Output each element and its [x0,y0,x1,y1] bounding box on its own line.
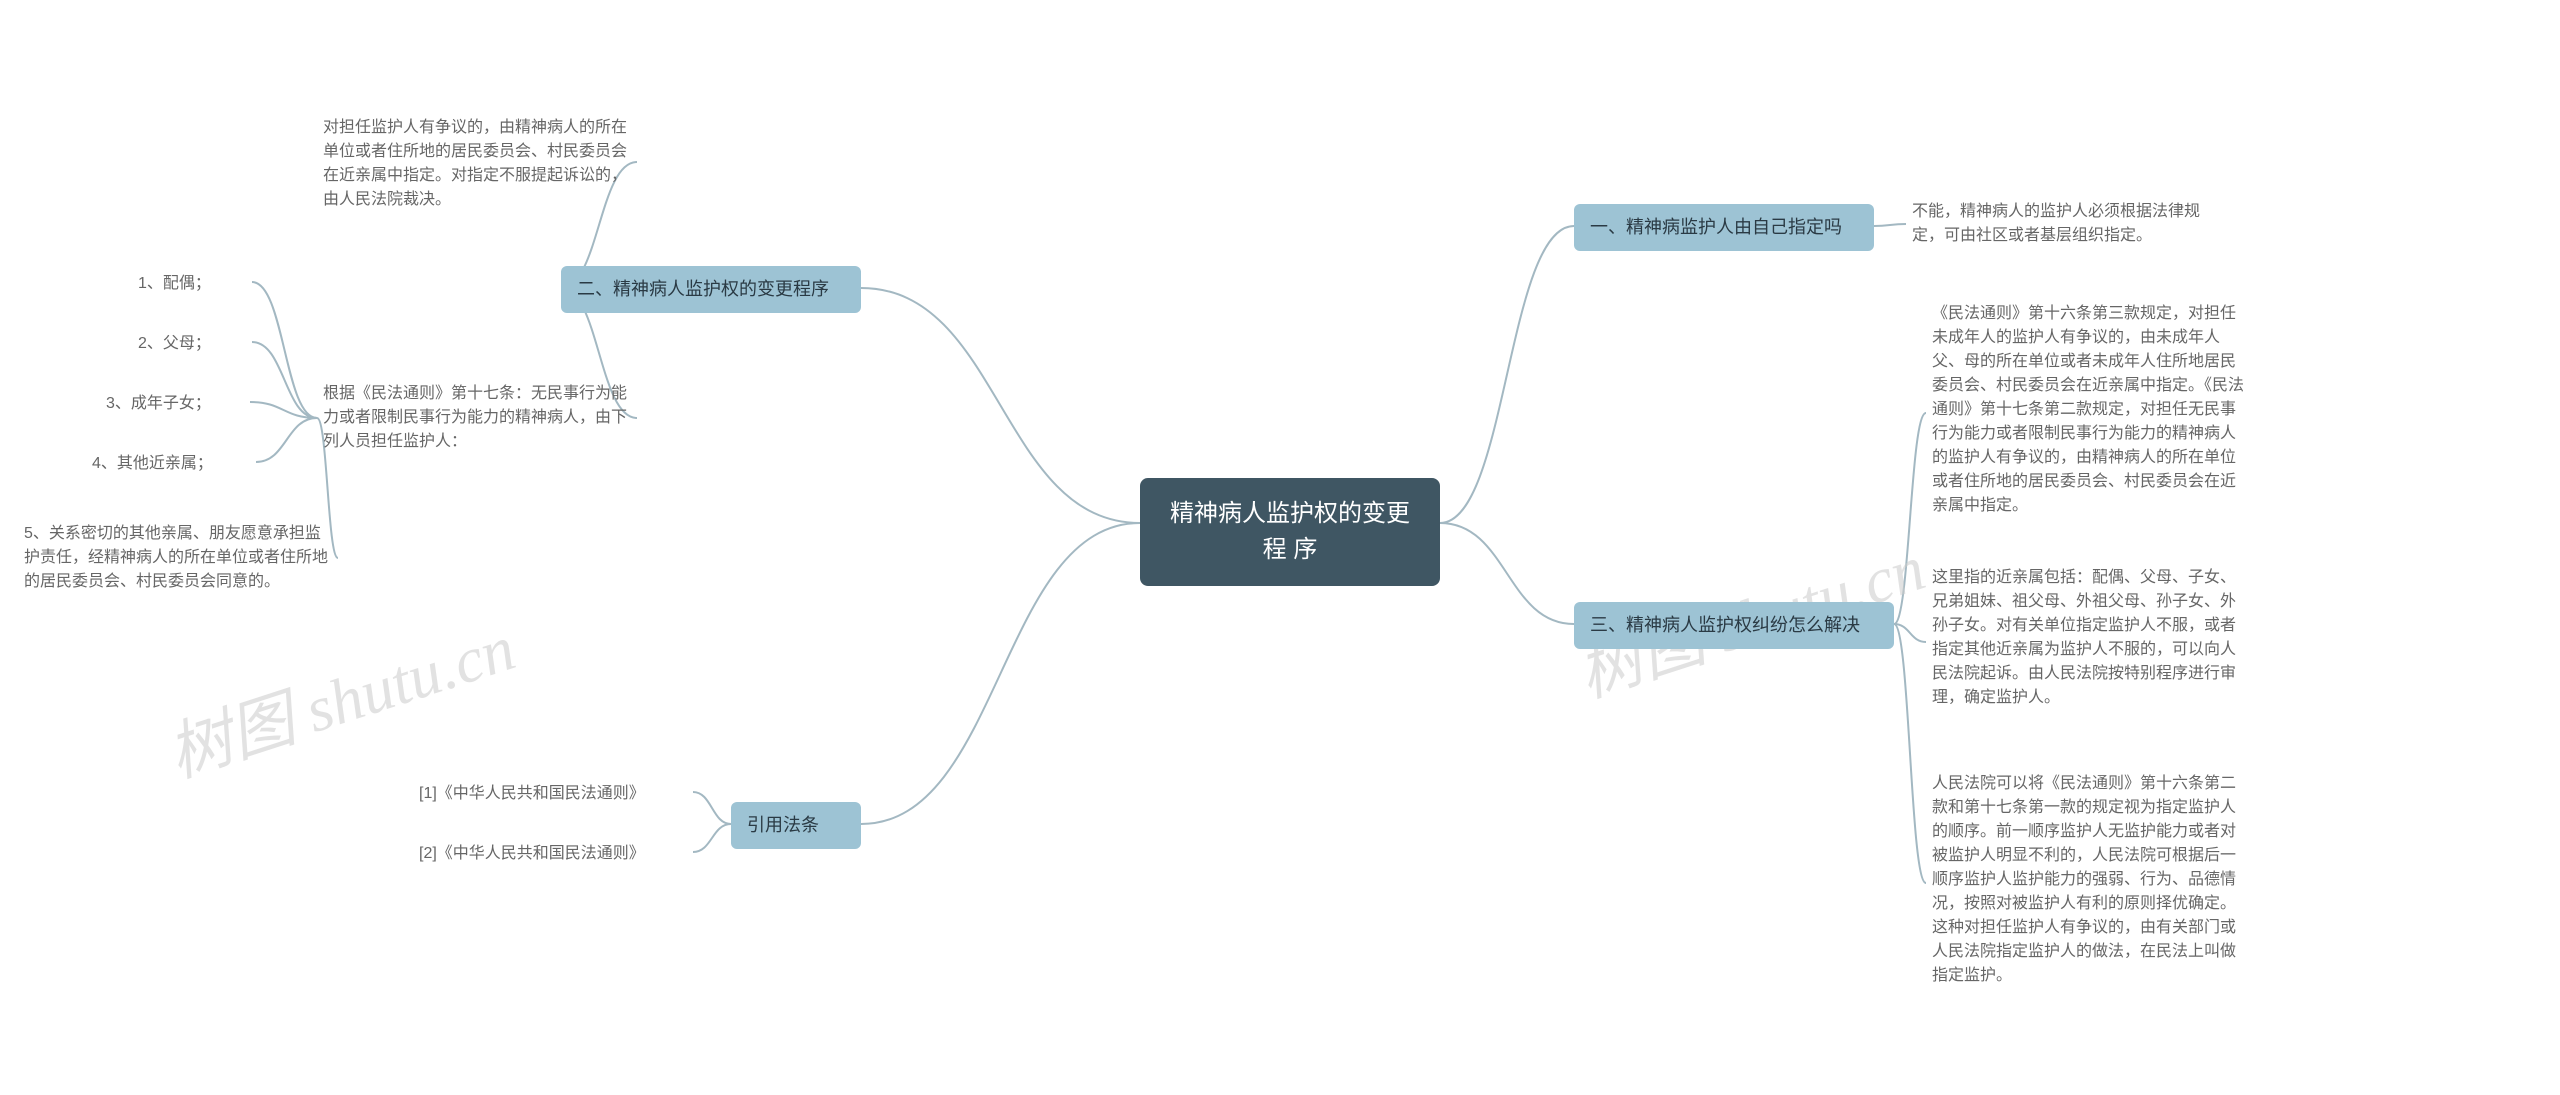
leaf-node: 5、关系密切的其他亲属、朋友愿意承担监护责任，经精神病人的所在单位或者住所地的居… [18,518,338,598]
leaf-node: 不能，精神病人的监护人必须根据法律规定，可由社区或者基层组织指定。 [1906,196,2226,252]
branch-node[interactable]: 一、精神病监护人由自己指定吗 [1574,204,1874,251]
leaf-node: 4、其他近亲属； [86,448,256,480]
leaf-node: 人民法院可以将《民法通则》第十六条第二款和第十七条第一款的规定视为指定监护人的顺… [1926,768,2256,992]
leaf-node: 1、配偶； [132,268,252,300]
leaf-node: 2、父母； [132,328,252,360]
leaf-node: 这里指的近亲属包括：配偶、父母、子女、兄弟姐妹、祖父母、外祖父母、孙子女、外孙子… [1926,562,2256,714]
leaf-node: 根据《民法通则》第十七条：无民事行为能力或者限制民事行为能力的精神病人，由下列人… [317,378,637,458]
leaf-node: 《民法通则》第十六条第三款规定，对担任未成年人的监护人有争议的，由未成年人父、母… [1926,298,2256,522]
branch-node[interactable]: 二、精神病人监护权的变更程序 [561,266,861,313]
leaf-node: 3、成年子女； [100,388,250,420]
watermark: 树图 shutu.cn [155,597,525,795]
branch-node[interactable]: 三、精神病人监护权纠纷怎么解决 [1574,602,1894,649]
root-node[interactable]: 精神病人监护权的变更程 序 [1140,478,1440,586]
leaf-node: [2]《中华人民共和国民法通则》 [413,838,693,870]
branch-node[interactable]: 引用法条 [731,802,861,849]
leaf-node: [1]《中华人民共和国民法通则》 [413,778,693,810]
leaf-node: 对担任监护人有争议的，由精神病人的所在单位或者住所地的居民委员会、村民委员会在近… [317,112,637,216]
